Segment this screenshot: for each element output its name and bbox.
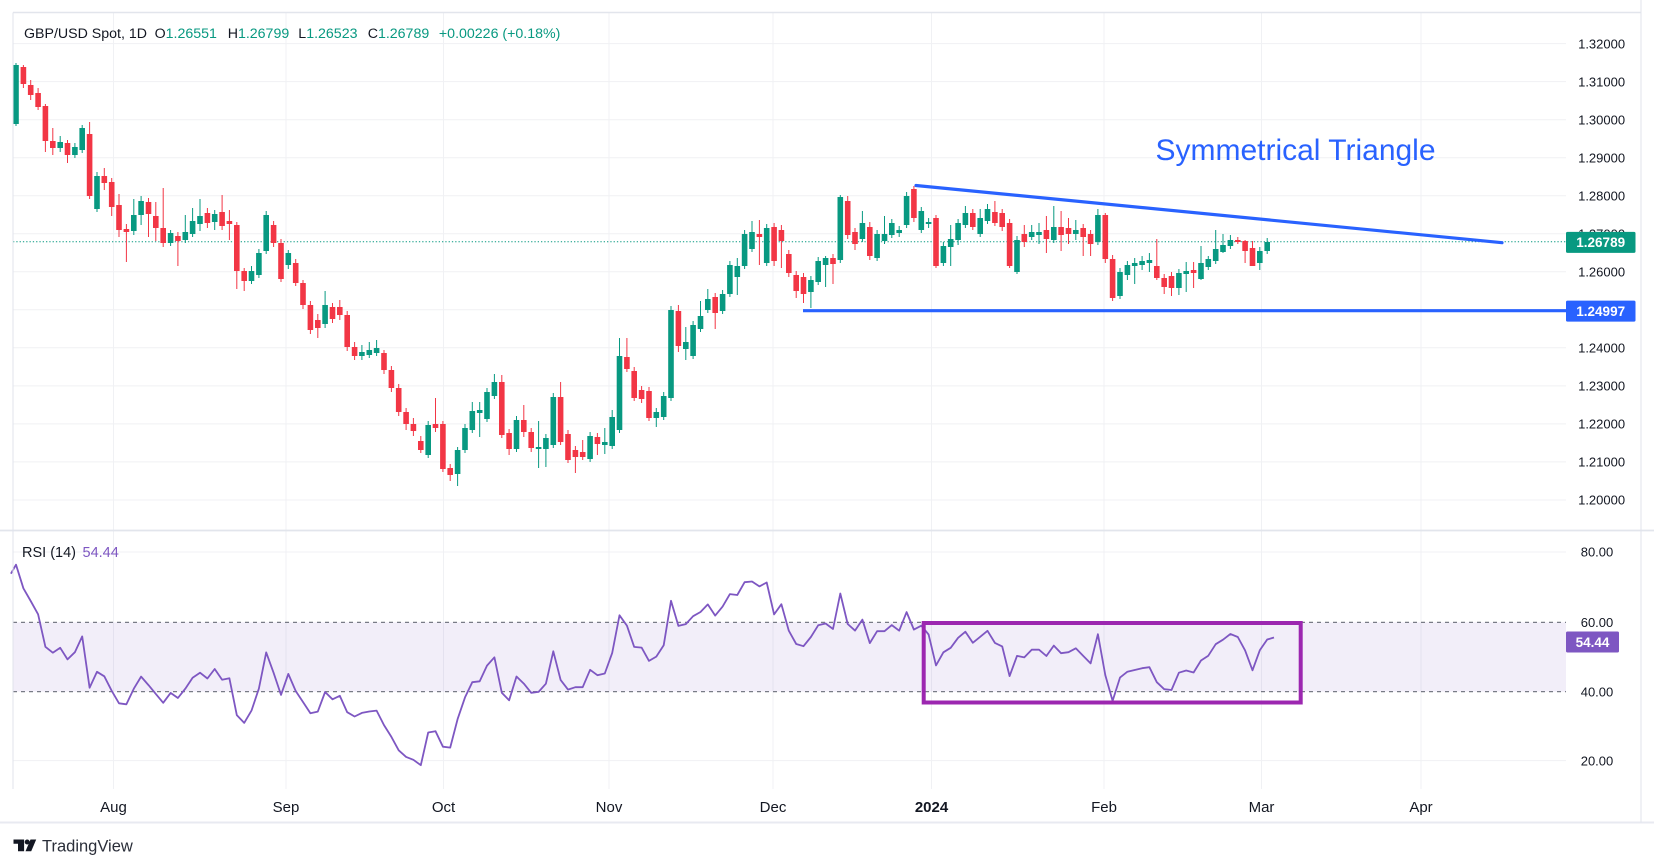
- svg-text:1.20000: 1.20000: [1578, 493, 1625, 508]
- svg-text:1.22000: 1.22000: [1578, 417, 1625, 432]
- svg-text:1.30000: 1.30000: [1578, 112, 1625, 127]
- svg-text:Mar: Mar: [1249, 799, 1275, 816]
- svg-text:20.00: 20.00: [1581, 753, 1614, 768]
- svg-text:1.32000: 1.32000: [1578, 36, 1625, 51]
- svg-text:54.44: 54.44: [83, 545, 119, 561]
- svg-text:O1.26551: O1.26551: [155, 26, 217, 42]
- svg-text:40.00: 40.00: [1581, 684, 1614, 699]
- svg-text:1.31000: 1.31000: [1578, 74, 1625, 89]
- svg-text:Symmetrical Triangle: Symmetrical Triangle: [1155, 134, 1435, 167]
- svg-text:C1.26789: C1.26789: [368, 26, 430, 42]
- svg-text:1.23000: 1.23000: [1578, 379, 1625, 394]
- svg-text:H1.26799: H1.26799: [228, 26, 290, 42]
- svg-text:Feb: Feb: [1091, 799, 1117, 816]
- svg-text:L1.26523: L1.26523: [298, 26, 357, 42]
- svg-text:2024: 2024: [915, 799, 949, 816]
- svg-text:1.26789: 1.26789: [1576, 235, 1625, 250]
- svg-text:Dec: Dec: [760, 799, 787, 816]
- svg-text:1.21000: 1.21000: [1578, 455, 1625, 470]
- svg-text:Sep: Sep: [273, 799, 300, 816]
- svg-text:60.00: 60.00: [1581, 615, 1614, 630]
- svg-text:+0.00226 (+0.18%): +0.00226 (+0.18%): [439, 26, 560, 42]
- svg-text:GBP/USD Spot, 1D: GBP/USD Spot, 1D: [24, 26, 147, 42]
- svg-text:1.26000: 1.26000: [1578, 265, 1625, 280]
- svg-text:Aug: Aug: [100, 799, 127, 816]
- svg-text:1.28000: 1.28000: [1578, 188, 1625, 203]
- svg-text:1.24000: 1.24000: [1578, 341, 1625, 356]
- svg-text:Apr: Apr: [1409, 799, 1432, 816]
- svg-text:TradingView: TradingView: [42, 838, 133, 856]
- svg-text:1.24997: 1.24997: [1576, 304, 1625, 319]
- svg-text:54.44: 54.44: [1576, 635, 1610, 650]
- svg-text:Oct: Oct: [432, 799, 456, 816]
- svg-text:80.00: 80.00: [1581, 545, 1614, 560]
- svg-text:Nov: Nov: [596, 799, 623, 816]
- svg-text:RSI (14): RSI (14): [22, 545, 76, 561]
- svg-text:1.29000: 1.29000: [1578, 150, 1625, 165]
